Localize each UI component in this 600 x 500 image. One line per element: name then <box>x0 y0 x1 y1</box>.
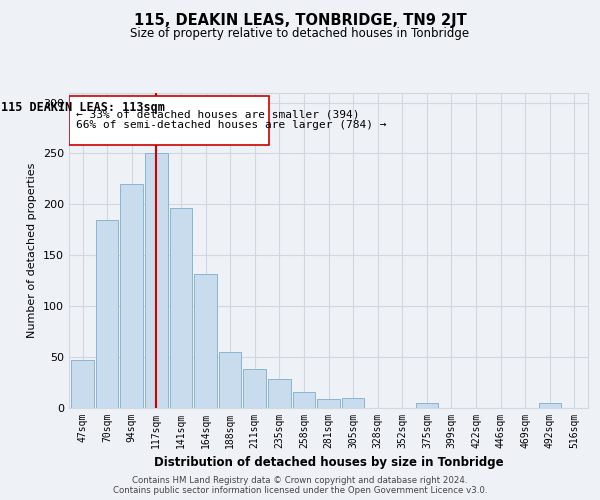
Bar <box>539 404 561 407</box>
Text: ← 33% of detached houses are smaller (394): ← 33% of detached houses are smaller (39… <box>76 110 360 120</box>
Bar <box>244 369 266 408</box>
Text: 115 DEAKIN LEAS: 113sqm: 115 DEAKIN LEAS: 113sqm <box>1 100 165 114</box>
Bar <box>170 208 192 408</box>
Bar <box>96 220 118 408</box>
Bar <box>342 398 364 407</box>
Bar <box>317 400 340 407</box>
Text: 115, DEAKIN LEAS, TONBRIDGE, TN9 2JT: 115, DEAKIN LEAS, TONBRIDGE, TN9 2JT <box>134 12 466 28</box>
Text: Contains HM Land Registry data © Crown copyright and database right 2024.
Contai: Contains HM Land Registry data © Crown c… <box>113 476 487 495</box>
Bar <box>194 274 217 407</box>
Bar <box>416 404 438 407</box>
Bar <box>219 352 241 408</box>
Bar <box>293 392 315 407</box>
X-axis label: Distribution of detached houses by size in Tonbridge: Distribution of detached houses by size … <box>154 456 503 469</box>
Bar <box>71 360 94 408</box>
Bar <box>145 154 167 408</box>
FancyBboxPatch shape <box>70 96 269 146</box>
Bar <box>121 184 143 408</box>
Text: Size of property relative to detached houses in Tonbridge: Size of property relative to detached ho… <box>130 28 470 40</box>
Bar <box>268 379 290 408</box>
Text: 66% of semi-detached houses are larger (784) →: 66% of semi-detached houses are larger (… <box>76 120 387 130</box>
Y-axis label: Number of detached properties: Number of detached properties <box>28 162 37 338</box>
